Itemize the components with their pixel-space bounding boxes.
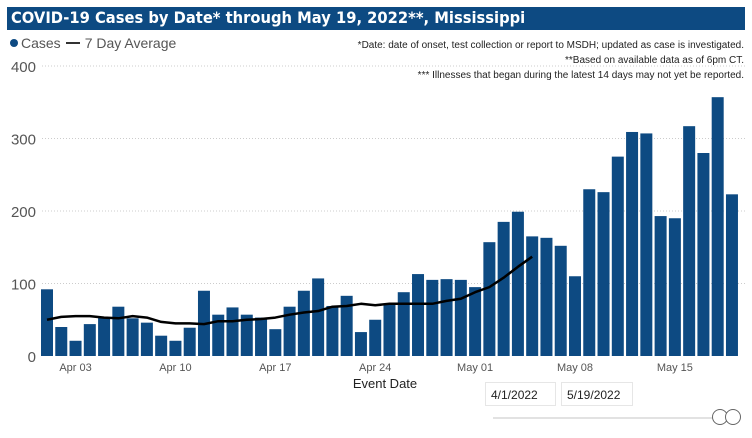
bar [725,194,738,356]
bar [240,314,253,356]
bar [683,126,696,356]
bar [55,327,68,356]
bar [340,295,353,356]
bar [312,278,325,356]
bar [626,131,639,356]
cases-legend-marker [10,39,18,47]
x-tick-label: May 15 [657,362,693,374]
y-tick-label: 0 [28,349,36,366]
x-tick-label: Apr 17 [259,362,291,374]
chart: 0 100 200 300 400 Apr 03 Apr 10 Apr 17 Apr 24 May… [11,59,745,391]
bar [540,237,553,356]
bar [155,335,168,356]
x-tick-label: Apr 24 [359,362,391,374]
slider-end-handle[interactable] [725,409,741,425]
bar [140,322,153,356]
bar [583,189,596,356]
y-tick-label: 300 [11,132,36,149]
bar [654,216,667,356]
bar [554,245,567,356]
bar [369,319,382,356]
bar [255,317,268,356]
bar [454,279,467,356]
bar [426,279,439,356]
note-3: *** Illnesses that began during the late… [417,70,744,81]
bar [297,290,310,356]
chart-title: COVID-19 Cases by Date* through May 19, … [11,8,526,27]
bar [69,340,82,356]
y-tick-label: 400 [11,59,36,76]
bar [41,289,53,356]
date-range-slider[interactable] [493,417,721,419]
bar [597,192,610,356]
y-tick-label: 100 [11,277,36,294]
bar [483,242,496,356]
y-tick-label: 200 [11,204,36,221]
bar [697,153,710,356]
start-date-input[interactable]: 4/1/2022 [485,382,556,406]
bar [497,221,510,356]
bar [469,287,482,356]
end-date-input[interactable]: 5/19/2022 [561,382,633,406]
bar [226,307,239,356]
bar [98,317,111,356]
bar [169,340,182,356]
bar [526,236,539,356]
legend-cases: Cases [21,35,61,51]
x-tick-label: Apr 10 [159,362,191,374]
title-bar: COVID-19 Cases by Date* through May 19, … [7,7,745,30]
note-1: *Date: date of onset, test collection or… [357,40,744,51]
footnotes: *Date: date of onset, test collection or… [358,38,744,83]
x-tick-label: May 08 [557,362,593,374]
bar [112,306,125,356]
note-2: **Based on available data as of 6pm CT. [565,55,744,66]
legend-average: 7 Day Average [84,35,177,51]
bar [269,329,282,356]
bar [611,156,624,356]
bar [383,303,396,356]
bar [668,218,681,356]
bar [412,274,425,356]
bar [126,318,139,356]
bar [354,332,367,356]
average-line [46,255,533,326]
bar [183,327,196,356]
average-legend-marker [65,42,80,44]
bar [283,306,296,356]
bar [83,324,96,356]
x-tick-label: Apr 03 [59,362,91,374]
x-tick-label: May 01 [457,362,493,374]
bar [568,276,581,356]
bar [440,279,453,356]
bar [326,305,339,356]
bar [212,314,225,356]
bar [711,97,724,357]
legend: Cases 7 Day Average [10,35,176,51]
bar [640,133,653,356]
bar [397,292,410,356]
bar [511,211,524,356]
x-axis-title: Event Date [353,376,417,391]
